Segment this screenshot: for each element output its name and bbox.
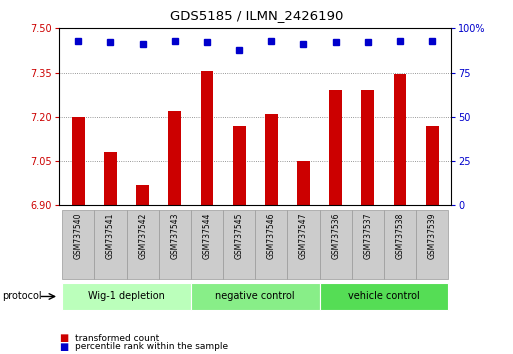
Text: GSM737543: GSM737543: [170, 212, 180, 259]
Text: vehicle control: vehicle control: [348, 291, 420, 301]
Bar: [223, 210, 255, 279]
Text: GSM737538: GSM737538: [396, 212, 404, 259]
Text: GSM737546: GSM737546: [267, 212, 276, 259]
Bar: [72, 117, 85, 205]
Bar: [384, 210, 416, 279]
Bar: [201, 71, 213, 205]
Bar: [104, 152, 117, 205]
Text: GSM737541: GSM737541: [106, 212, 115, 259]
Bar: [393, 74, 406, 205]
Bar: [352, 210, 384, 279]
Bar: [361, 90, 374, 205]
Bar: [191, 283, 320, 310]
Text: GSM737545: GSM737545: [234, 212, 244, 259]
Text: ■: ■: [59, 342, 68, 352]
Text: GSM737536: GSM737536: [331, 212, 340, 259]
Bar: [416, 210, 448, 279]
Text: protocol: protocol: [3, 291, 42, 301]
Bar: [191, 210, 223, 279]
Text: transformed count: transformed count: [75, 333, 160, 343]
Bar: [62, 283, 191, 310]
Bar: [329, 90, 342, 205]
Text: ■: ■: [59, 333, 68, 343]
Bar: [159, 210, 191, 279]
Bar: [127, 210, 159, 279]
Bar: [287, 210, 320, 279]
Bar: [62, 210, 94, 279]
Text: GSM737542: GSM737542: [138, 212, 147, 259]
Bar: [320, 283, 448, 310]
Bar: [426, 126, 439, 205]
Bar: [94, 210, 127, 279]
Bar: [233, 126, 246, 205]
Bar: [136, 185, 149, 205]
Text: GSM737537: GSM737537: [363, 212, 372, 259]
Bar: [168, 111, 181, 205]
Text: GSM737547: GSM737547: [299, 212, 308, 259]
Text: GDS5185 / ILMN_2426190: GDS5185 / ILMN_2426190: [170, 9, 343, 22]
Text: GSM737539: GSM737539: [428, 212, 437, 259]
Bar: [255, 210, 287, 279]
Text: GSM737544: GSM737544: [203, 212, 211, 259]
Text: GSM737540: GSM737540: [74, 212, 83, 259]
Bar: [297, 161, 310, 205]
Bar: [320, 210, 352, 279]
Bar: [265, 114, 278, 205]
Text: negative control: negative control: [215, 291, 295, 301]
Text: Wig-1 depletion: Wig-1 depletion: [88, 291, 165, 301]
Text: percentile rank within the sample: percentile rank within the sample: [75, 342, 228, 352]
